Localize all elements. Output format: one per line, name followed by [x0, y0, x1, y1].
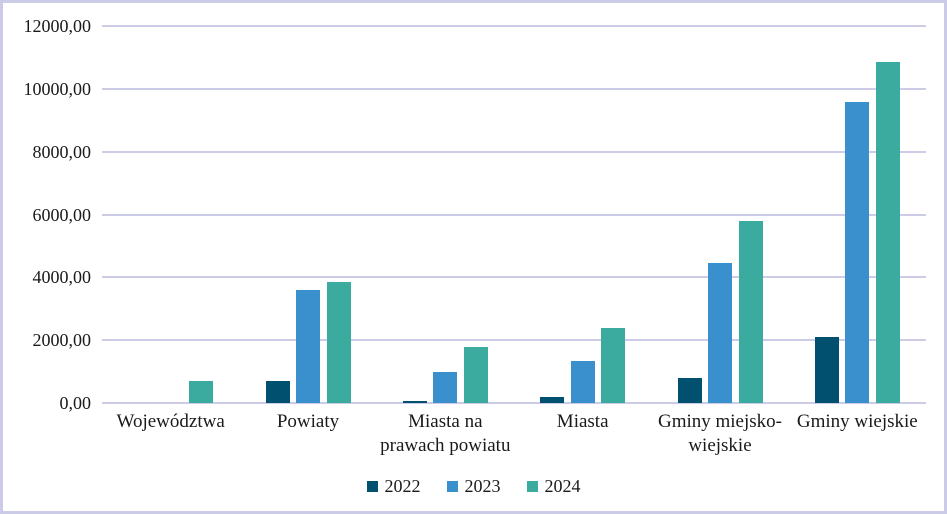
bar-2023-category-4	[708, 263, 732, 403]
y-tick-label-4000: 4000,00	[32, 267, 92, 288]
plot-area	[102, 25, 926, 404]
bar-2023-category-2	[433, 372, 458, 403]
bar-2024-category-2	[463, 347, 488, 403]
bar-2022-category-1	[265, 381, 290, 403]
bar-2022-category-5	[814, 337, 839, 403]
bar-2024-category-0	[189, 381, 214, 403]
legend-swatch-2023-icon	[446, 481, 458, 492]
bar-2022-category-2	[402, 401, 427, 403]
bar-2022-category-4	[677, 378, 702, 403]
gridline-10000	[102, 87, 926, 90]
legend-label-2024: 2024	[544, 476, 581, 496]
gridline-6000	[102, 213, 926, 216]
legend: 2022 2023 2024	[3, 476, 944, 497]
gridline-0	[102, 402, 926, 404]
legend-item-2022: 2022	[366, 476, 421, 497]
y-tick-label-6000: 6000,00	[32, 204, 92, 225]
y-tick-label-8000: 8000,00	[32, 141, 92, 162]
x-category-label-0: Województwa	[116, 411, 225, 432]
legend-item-2024: 2024	[526, 476, 581, 497]
bar-2022-category-3	[540, 397, 565, 403]
gridline-12000	[102, 25, 926, 27]
legend-label-2022: 2022	[384, 476, 421, 496]
gridline-2000	[102, 339, 926, 342]
legend-swatch-2022-icon	[366, 481, 378, 492]
bar-2024-category-1	[326, 282, 351, 403]
bar-2024-category-4	[738, 221, 763, 403]
bar-2023-category-3	[570, 361, 595, 403]
legend-item-2023: 2023	[446, 476, 501, 497]
bar-2024-category-3	[601, 328, 626, 403]
gridline-8000	[102, 150, 926, 153]
bar-2023-category-1	[296, 290, 320, 403]
x-category-label-1: Powiaty	[276, 411, 340, 432]
legend-swatch-2024-icon	[526, 481, 538, 492]
y-tick-label-10000: 10000,00	[23, 78, 92, 99]
y-tick-label-2000: 2000,00	[32, 330, 92, 351]
y-tick-label-0: 0,00	[59, 393, 92, 413]
y-tick-label-12000: 12000,00	[23, 16, 92, 36]
x-category-label-5: Gminy wiejskie	[796, 411, 918, 432]
bar-2023-category-5	[845, 102, 870, 403]
legend-label-2023: 2023	[464, 476, 501, 496]
x-category-label-2: Miasta na prawach powiatu	[380, 411, 511, 456]
gridline-4000	[102, 276, 926, 279]
x-category-label-3: Miasta	[556, 411, 609, 432]
x-category-label-4: Gminy miejsko- wiejskie	[657, 411, 782, 456]
bar-2024-category-5	[875, 62, 900, 403]
